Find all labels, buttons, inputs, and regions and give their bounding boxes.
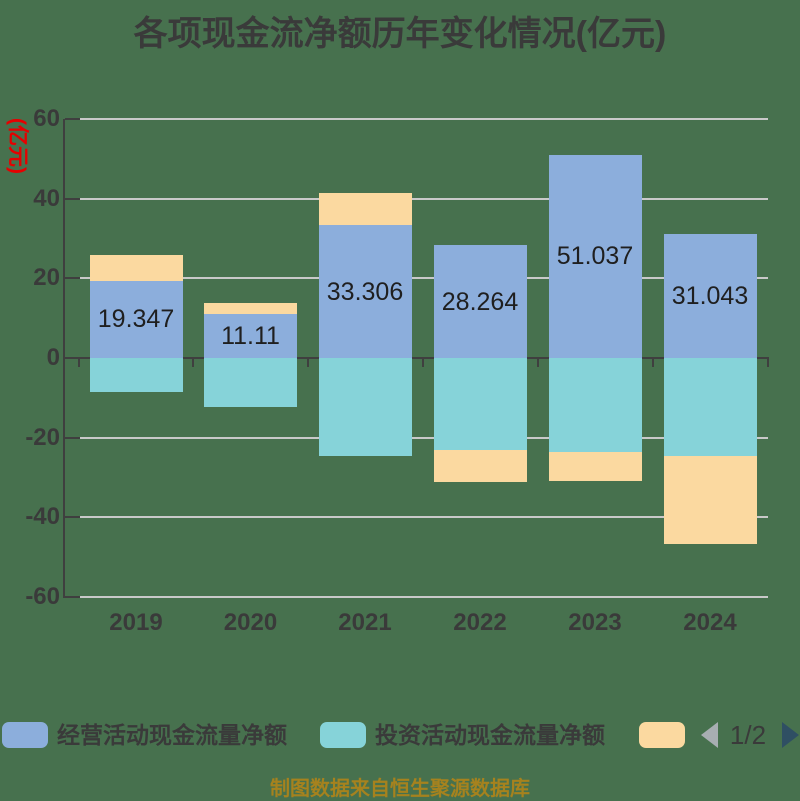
bar-segment-investing-2019[interactable] [89, 358, 183, 392]
legend-item-financing[interactable] [639, 718, 687, 752]
x-axis-label-2022: 2022 [453, 609, 507, 636]
bar-segment-financing-2020[interactable] [204, 302, 297, 314]
x-axis-label-2021: 2021 [338, 609, 392, 636]
legend-label-investing: 投资活动现金流量净额 [375, 722, 605, 748]
bar-segment-operating-2020[interactable] [204, 313, 297, 358]
y-tick-label--40: -40 [25, 503, 60, 531]
bar-segment-operating-2019[interactable] [89, 280, 183, 358]
legend-item-operating[interactable]: 经营活动现金流量净额 [2, 718, 307, 752]
bar-segment-investing-2023[interactable] [548, 358, 642, 452]
bar-segment-financing-2022[interactable] [433, 450, 527, 482]
gridline-y--40 [65, 516, 768, 519]
bar-label-2020: 11.11 [221, 321, 280, 350]
bar-label-2024: 31.043 [671, 282, 749, 311]
bar-segment-investing-2022[interactable] [433, 358, 527, 450]
y-tick-40 [65, 197, 80, 200]
chart-title: 各项现金流净额历年变化情况(亿元) [133, 15, 667, 53]
bar-segment-operating-2024[interactable] [663, 234, 757, 358]
bar-label-2019: 19.347 [97, 305, 175, 334]
gridline-y-60 [65, 118, 768, 120]
x-tick-3 [421, 359, 424, 367]
y-tick-label-0: 0 [46, 344, 60, 371]
legend-next-page-icon[interactable] [782, 722, 799, 748]
y-tick--20 [65, 436, 80, 439]
legend-item-investing[interactable]: 投资活动现金流量净额 [320, 718, 625, 752]
legend-swatch-financing [639, 722, 685, 748]
y-tick-label--60: -60 [25, 582, 60, 610]
y-tick--40 [65, 516, 80, 519]
legend-swatch-operating [2, 722, 48, 748]
y-tick-60 [65, 118, 80, 120]
x-tick-0 [77, 359, 80, 367]
legend-prev-page-icon[interactable] [701, 722, 718, 748]
bar-segment-operating-2022[interactable] [433, 245, 527, 358]
data-source-note: 制图数据来自恒生聚源数据库 [270, 778, 530, 800]
gridline-y-40 [65, 197, 768, 200]
bar-segment-operating-2021[interactable] [318, 225, 412, 358]
gridline-y-20 [65, 277, 768, 280]
x-tick-1 [192, 359, 195, 367]
x-axis-label-2023: 2023 [568, 609, 622, 636]
bar-segment-investing-2021[interactable] [318, 358, 412, 456]
bar-segment-financing-2023[interactable] [548, 451, 642, 482]
x-axis-label-2019: 2019 [109, 609, 163, 636]
bar-segment-investing-2020[interactable] [204, 358, 297, 407]
x-tick-4 [536, 359, 539, 367]
bar-segment-investing-2024[interactable] [663, 358, 757, 456]
bar-segment-financing-2021[interactable] [318, 193, 412, 226]
x-axis-label-2024: 2024 [683, 609, 737, 636]
bar-label-2022: 28.264 [441, 287, 519, 316]
bar-label-2023: 51.037 [556, 242, 634, 271]
gridline-y--20 [65, 436, 768, 439]
legend-label-operating: 经营活动现金流量净额 [57, 722, 287, 748]
y-tick-label--20: -20 [25, 423, 60, 451]
x-tick-5 [651, 359, 654, 367]
y-tick-label-40: 40 [33, 184, 60, 212]
x-axis-line [63, 357, 769, 359]
x-tick-2 [306, 359, 309, 367]
x-axis-label-2020: 2020 [223, 609, 278, 636]
gridline-y--60 [65, 595, 768, 598]
bar-segment-financing-2024[interactable] [663, 455, 757, 544]
y-tick--60 [65, 595, 80, 598]
y-tick-label-60: 60 [33, 105, 60, 132]
y-tick-20 [65, 277, 80, 280]
bar-segment-operating-2023[interactable] [548, 154, 642, 358]
x-tick-6 [766, 359, 769, 367]
y-tick-label-20: 20 [33, 264, 60, 292]
legend-page-indicator: 1/2 [729, 720, 767, 750]
legend-swatch-investing [320, 722, 366, 748]
bar-label-2021: 33.306 [326, 277, 404, 306]
bar-segment-financing-2019[interactable] [89, 255, 183, 281]
